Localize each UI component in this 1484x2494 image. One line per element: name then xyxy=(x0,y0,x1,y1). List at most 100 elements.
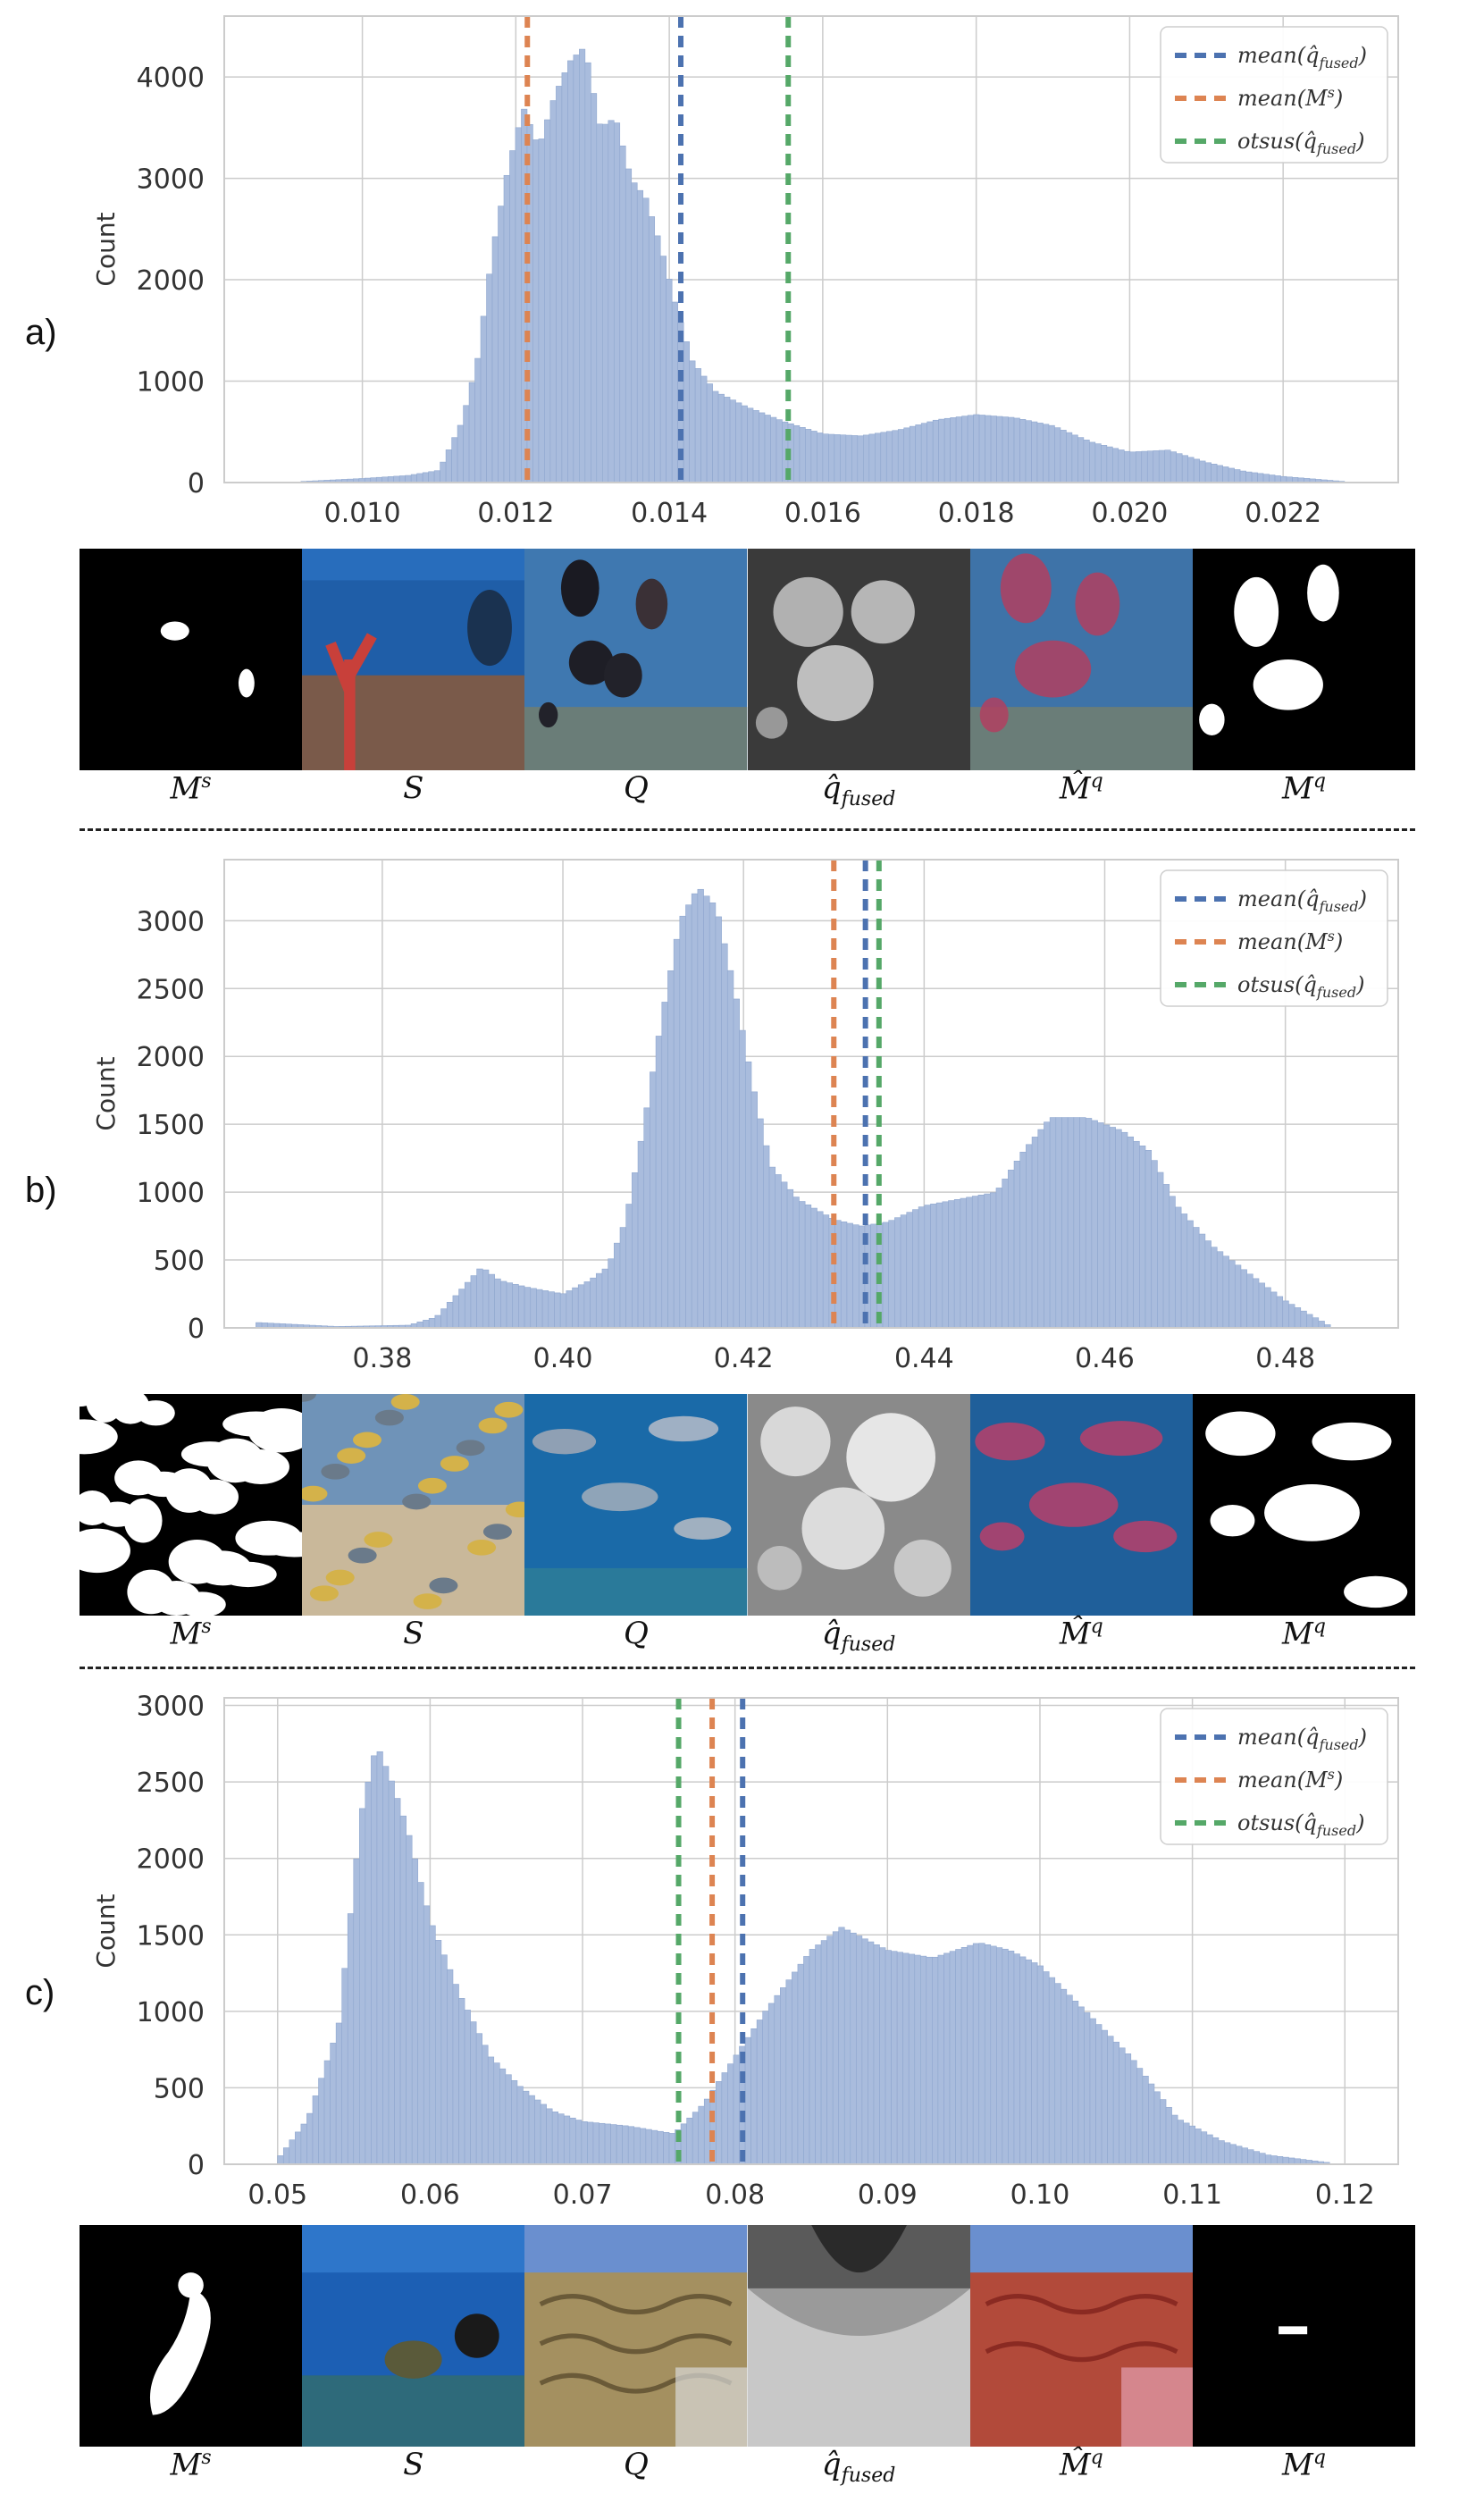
histogram-bar xyxy=(909,425,917,483)
histogram-bar xyxy=(1077,2006,1085,2165)
histogram-bar xyxy=(541,1290,549,1329)
histogram-bar xyxy=(627,2126,635,2165)
histogram-bar xyxy=(631,182,638,483)
histogram-bar xyxy=(592,2122,599,2165)
histogram-bar xyxy=(523,2090,530,2165)
histogram-bar xyxy=(919,1955,927,2165)
histogram-bar xyxy=(1259,2153,1266,2165)
y-axis-label: Count xyxy=(91,1056,121,1130)
histogram-bar xyxy=(996,1947,1003,2165)
histogram-bar xyxy=(289,2139,296,2165)
y-tick-label: 3000 xyxy=(137,1692,205,1723)
histogram-bar xyxy=(405,474,412,483)
y-tick-label: 2500 xyxy=(137,974,205,1005)
histogram-bar xyxy=(935,1202,943,1329)
histogram-bar xyxy=(882,1222,890,1329)
histogram-bar xyxy=(499,2068,507,2165)
dark-fish-blue-image xyxy=(524,549,748,770)
histogram-bar xyxy=(750,2028,758,2165)
histogram-bar xyxy=(648,216,656,483)
x-tick-label: 0.08 xyxy=(705,2179,765,2211)
histogram-bar xyxy=(476,1268,483,1329)
histogram-bar xyxy=(868,1941,875,2165)
histogram-bar xyxy=(1115,1129,1122,1329)
histogram-bar xyxy=(673,938,681,1329)
histogram-bar xyxy=(518,1285,525,1329)
histogram-bar xyxy=(984,1193,991,1329)
histogram-bar xyxy=(423,1320,430,1329)
coral-reef-diver-image xyxy=(302,549,525,770)
histogram-bar xyxy=(1175,1206,1182,1329)
histogram-bar xyxy=(512,1283,519,1329)
histogram-bar xyxy=(762,2011,769,2165)
histogram-bar xyxy=(985,415,992,483)
histogram-bar xyxy=(1206,2134,1213,2165)
histogram-bar xyxy=(679,915,686,1329)
histogram-bar xyxy=(295,2131,302,2165)
histogram-bar xyxy=(1124,450,1131,483)
histogram-bar xyxy=(1121,1131,1128,1329)
histogram-bar xyxy=(712,390,719,483)
image-caption: Ms xyxy=(170,770,212,807)
histogram-bar xyxy=(468,382,475,483)
histogram-bar xyxy=(828,433,835,483)
histogram-bar xyxy=(498,206,505,483)
histogram-bar xyxy=(1270,2155,1278,2165)
x-tick-label: 0.09 xyxy=(858,2179,918,2211)
histogram-bar xyxy=(776,419,783,483)
histogram-bar xyxy=(744,2036,751,2165)
histogram-bar xyxy=(1216,1251,1224,1329)
histogram-bar xyxy=(650,1071,657,1329)
histogram-bar xyxy=(953,1199,961,1329)
histogram-bar xyxy=(661,1002,668,1329)
histogram-bar xyxy=(306,2112,314,2165)
legend-label: otsus(q̂fused) xyxy=(1237,972,1364,1001)
histogram-bar xyxy=(1026,1144,1033,1329)
histogram-bar xyxy=(583,1281,591,1329)
histogram-bar xyxy=(1031,421,1038,483)
histogram-bar xyxy=(960,1197,967,1329)
histogram-bar xyxy=(894,1217,901,1329)
histogram-bar xyxy=(1186,1220,1194,1329)
histogram-bar xyxy=(822,1214,830,1329)
histogram-bar xyxy=(1060,1988,1068,2165)
mask-turtle-image xyxy=(80,2225,303,2447)
histogram-bar xyxy=(902,1952,910,2165)
histogram-bar xyxy=(763,1145,770,1329)
y-tick-label: 4000 xyxy=(137,63,205,94)
histogram-bar xyxy=(505,2074,512,2165)
histogram-bar xyxy=(1049,1117,1057,1329)
histogram-bar xyxy=(398,475,406,483)
histogram-bar xyxy=(990,1945,997,2165)
histogram-bar xyxy=(685,904,692,1329)
histogram-bar xyxy=(817,432,824,483)
histogram-bar xyxy=(447,1969,454,2165)
histogram-bar xyxy=(1084,2012,1091,2165)
yellowtail-fish-image xyxy=(524,1394,748,1616)
histogram-bar xyxy=(739,1029,746,1329)
histogram-bar xyxy=(1148,2083,1155,2165)
histogram-bar xyxy=(655,1036,663,1329)
histogram-bar xyxy=(567,60,574,483)
histogram-bar xyxy=(1013,1161,1021,1329)
histogram-bar xyxy=(870,1223,877,1329)
histogram-bar xyxy=(1054,427,1061,483)
y-tick-label: 500 xyxy=(154,1246,205,1277)
image-strip-a xyxy=(80,549,1416,770)
histogram-bar xyxy=(1188,2125,1196,2165)
image-caption: M̂q xyxy=(1059,2447,1103,2483)
histogram-bar xyxy=(698,2105,705,2165)
histogram-bar xyxy=(1253,1278,1260,1329)
histogram-bar xyxy=(1211,464,1218,483)
image-caption: S xyxy=(403,2447,424,2482)
histogram-bar xyxy=(457,424,464,483)
histogram-bar xyxy=(1142,2076,1149,2165)
histogram-bar xyxy=(1199,460,1206,483)
histogram-bar xyxy=(1282,2156,1289,2165)
histogram-bar xyxy=(608,120,615,483)
heatmap-coral-image xyxy=(747,2225,970,2447)
histogram-bar xyxy=(996,416,1003,483)
x-tick-label: 0.07 xyxy=(553,2179,613,2211)
histogram-bar xyxy=(509,150,516,483)
histogram-bar xyxy=(717,393,725,483)
